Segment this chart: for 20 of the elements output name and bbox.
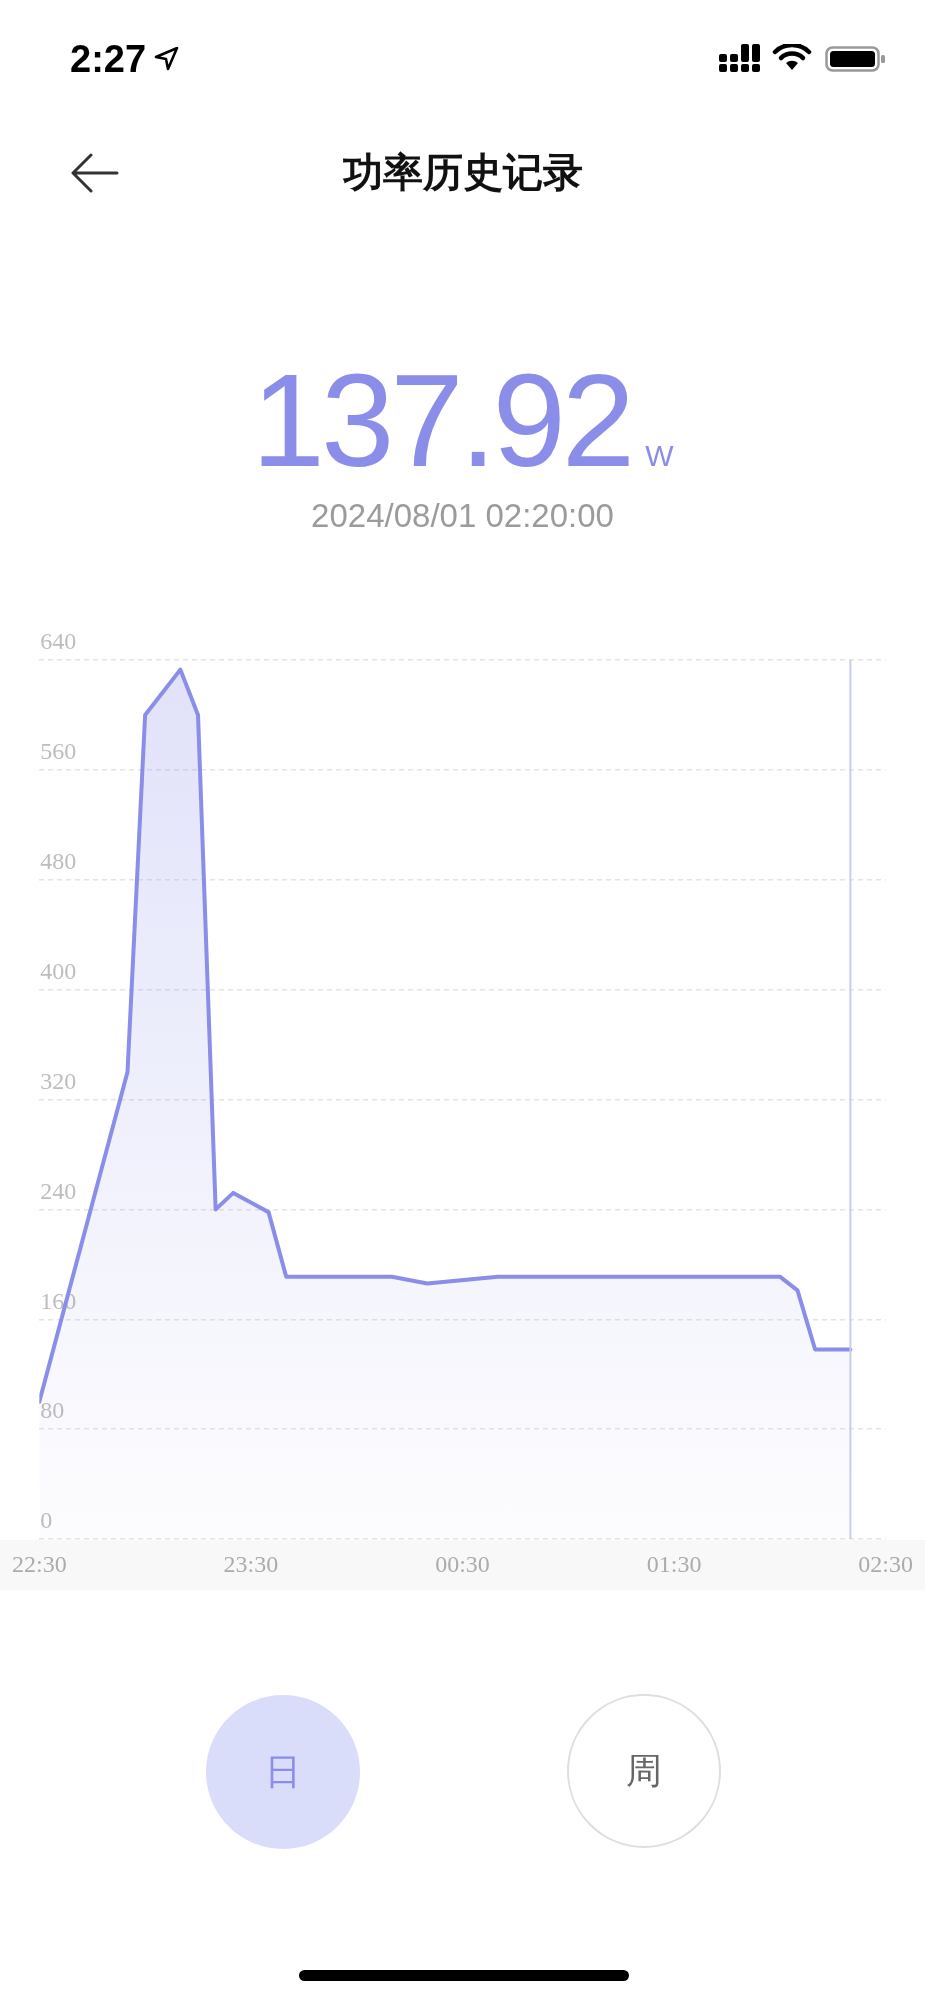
y-tick-label: 480 [40,848,77,875]
x-tick-label: 02:30 [858,1550,913,1577]
toggle-button: 周 [567,1694,721,1848]
text: 137.92 [251,347,632,494]
selected-toggle-button: 日 [206,1695,360,1849]
y-tick-label: 400 [40,957,77,984]
text: 2024/08/01 02:20:00 [310,497,615,534]
x-tick-label: 01:30 [646,1550,702,1577]
y-tick-label: 80 [40,1397,65,1424]
y-tick-label: 320 [40,1067,77,1094]
y-tick-label: 0 [40,1507,53,1534]
x-tick-label: 23:30 [223,1550,279,1577]
x-tick-label: 00:30 [435,1550,490,1577]
y-tick-label: 640 [40,628,77,655]
y-tick-label: 240 [40,1177,77,1204]
y-tick-label: 560 [40,738,77,765]
chart-title: 功率历史记录 [341,150,584,194]
text: W [645,439,674,472]
x-tick-label: 22:30 [12,1550,67,1577]
text: 2:27 [70,38,147,80]
